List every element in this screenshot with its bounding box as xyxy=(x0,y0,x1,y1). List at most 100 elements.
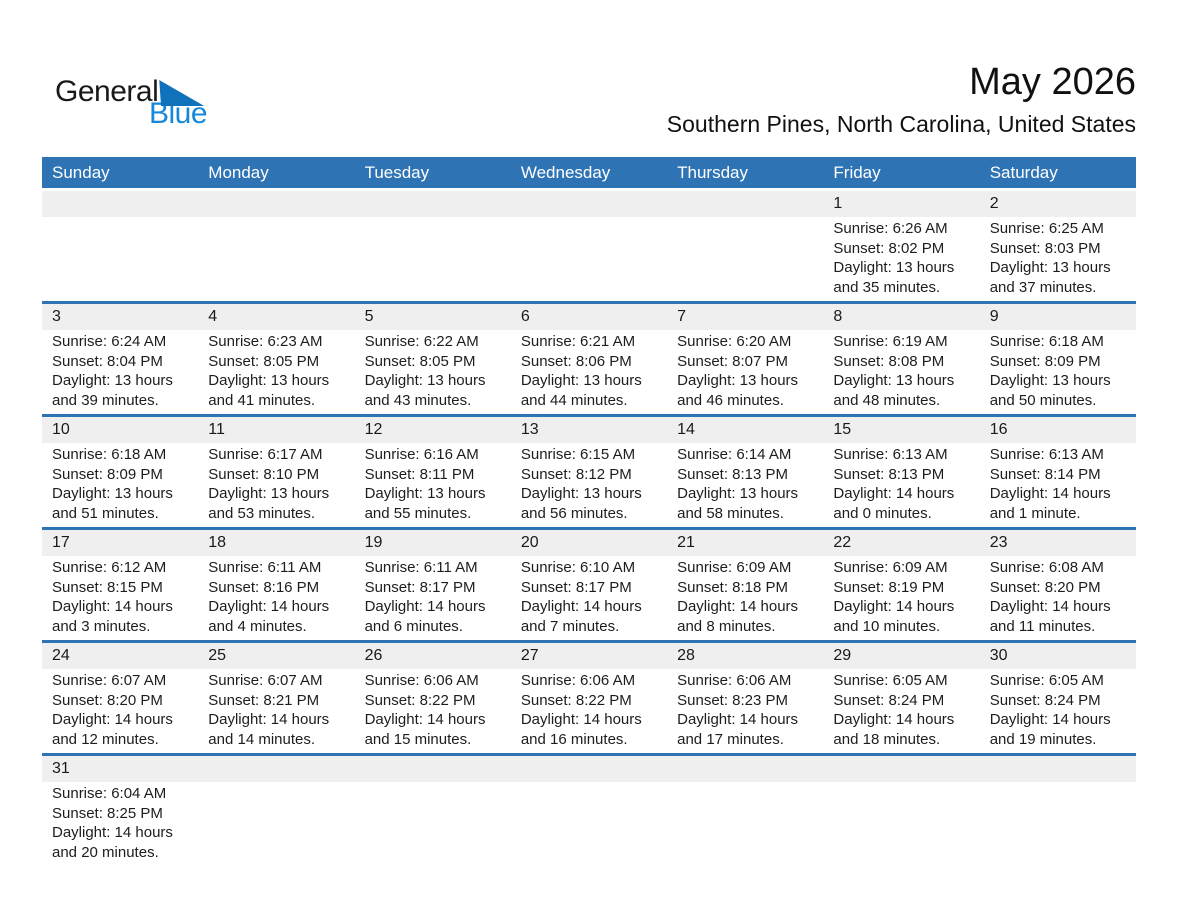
sunset-text: Sunset: 8:20 PM xyxy=(989,578,1101,596)
day-cell: Sunrise: 6:16 AM Sunset: 8:11 PM Daylight:… xyxy=(355,443,511,527)
day-number: 24 xyxy=(52,647,70,664)
daylight-text: Daylight: 14 hours and 4 minutes. xyxy=(208,598,330,635)
weekday-header-monday: Monday xyxy=(208,163,269,182)
day-cell: Sunrise: 6:25 AM Sunset: 8:03 PM Daylight:… xyxy=(980,217,1136,301)
daylight-text: Daylight: 14 hours and 20 minutes. xyxy=(52,824,173,861)
day-number: 9 xyxy=(989,308,999,325)
day-cell: Sunrise: 6:17 AM Sunset: 8:10 PM Daylight:… xyxy=(198,443,354,527)
sunrise-text: Sunrise: 6:16 AM xyxy=(364,446,479,463)
week-content-row: Sunrise: 6:26 AM Sunset: 8:02 PM Daylight:… xyxy=(42,217,1136,301)
daylight-text: Daylight: 13 hours and 46 minutes. xyxy=(677,372,799,409)
sunset-text: Sunset: 8:05 PM xyxy=(208,352,320,370)
sunrise-text: Sunrise: 6:13 AM xyxy=(833,446,948,463)
sunrise-text: Sunrise: 6:14 AM xyxy=(677,446,792,463)
day-cell: Sunrise: 6:08 AM Sunset: 8:20 PM Daylight:… xyxy=(980,556,1136,640)
daylight-text: Daylight: 14 hours and 8 minutes. xyxy=(677,598,799,635)
empty-day-number xyxy=(198,756,354,782)
sunset-text: Sunset: 8:23 PM xyxy=(677,691,789,709)
daylight-text: Daylight: 13 hours and 37 minutes. xyxy=(989,259,1111,296)
sunset-text: Sunset: 8:05 PM xyxy=(364,352,476,370)
week-content-row: Sunrise: 6:18 AM Sunset: 8:09 PM Daylight:… xyxy=(42,443,1136,527)
sunrise-text: Sunrise: 6:07 AM xyxy=(52,672,167,689)
daylight-text: Daylight: 14 hours and 3 minutes. xyxy=(52,598,173,635)
day-number: 31 xyxy=(52,760,70,777)
daylight-text: Daylight: 14 hours and 6 minutes. xyxy=(364,598,486,635)
day-number: 6 xyxy=(520,308,530,325)
sunset-text: Sunset: 8:13 PM xyxy=(833,465,945,483)
day-number-strip: 24 25 26 27 28 29 30 xyxy=(42,643,1136,669)
day-number: 4 xyxy=(208,308,218,325)
day-number-strip: 17 18 19 20 21 22 23 xyxy=(42,530,1136,556)
sunrise-text: Sunrise: 6:04 AM xyxy=(52,785,167,802)
sunset-text: Sunset: 8:13 PM xyxy=(677,465,789,483)
empty-day-number xyxy=(198,191,354,217)
week-row: 3 4 5 6 7 8 9 Sunrise: 6:24 AM Sunset: 8:04 PM Da… xyxy=(42,304,1136,417)
day-cell: Sunrise: 6:13 AM Sunset: 8:14 PM Daylight:… xyxy=(980,443,1136,527)
day-cell: Sunrise: 6:07 AM Sunset: 8:20 PM Daylight:… xyxy=(42,669,198,753)
empty-day-number xyxy=(667,191,823,217)
day-cell: Sunrise: 6:18 AM Sunset: 8:09 PM Daylight:… xyxy=(42,443,198,527)
day-number-strip: 10 11 12 13 14 15 16 xyxy=(42,417,1136,443)
day-cell: Sunrise: 6:20 AM Sunset: 8:07 PM Daylight:… xyxy=(667,330,823,414)
daylight-text: Daylight: 14 hours and 19 minutes. xyxy=(989,711,1111,748)
day-cell: Sunrise: 6:21 AM Sunset: 8:06 PM Daylight:… xyxy=(511,330,667,414)
day-number: 21 xyxy=(677,534,695,551)
day-cell: Sunrise: 6:06 AM Sunset: 8:23 PM Daylight:… xyxy=(667,669,823,753)
sunrise-text: Sunrise: 6:06 AM xyxy=(364,672,479,689)
sunset-text: Sunset: 8:06 PM xyxy=(520,352,632,370)
weekday-header-saturday: Saturday xyxy=(989,163,1058,182)
day-number: 20 xyxy=(520,534,539,551)
weekday-header-tuesday: Tuesday xyxy=(364,163,430,182)
day-number: 1 xyxy=(833,195,843,212)
day-cell: Sunrise: 6:15 AM Sunset: 8:12 PM Daylight:… xyxy=(511,443,667,527)
daylight-text: Daylight: 14 hours and 12 minutes. xyxy=(52,711,173,748)
daylight-text: Daylight: 13 hours and 35 minutes. xyxy=(833,259,955,296)
week-content-row: Sunrise: 6:12 AM Sunset: 8:15 PM Daylight:… xyxy=(42,556,1136,640)
daylight-text: Daylight: 13 hours and 43 minutes. xyxy=(364,372,486,409)
sunrise-text: Sunrise: 6:18 AM xyxy=(989,333,1104,350)
day-number: 18 xyxy=(208,534,227,551)
daylight-text: Daylight: 14 hours and 7 minutes. xyxy=(520,598,642,635)
sunset-text: Sunset: 8:15 PM xyxy=(52,578,163,596)
sunset-text: Sunset: 8:19 PM xyxy=(833,578,945,596)
logo-text-general: General xyxy=(55,75,159,108)
sunset-text: Sunset: 8:22 PM xyxy=(364,691,476,709)
day-cell: Sunrise: 6:12 AM Sunset: 8:15 PM Daylight:… xyxy=(42,556,198,640)
sunrise-text: Sunrise: 6:06 AM xyxy=(677,672,792,689)
sunrise-text: Sunrise: 6:18 AM xyxy=(52,446,167,463)
daylight-text: Daylight: 14 hours and 17 minutes. xyxy=(677,711,799,748)
sunset-text: Sunset: 8:04 PM xyxy=(52,352,163,370)
day-number: 12 xyxy=(364,421,383,438)
day-cell: Sunrise: 6:22 AM Sunset: 8:05 PM Daylight:… xyxy=(355,330,511,414)
day-cell: Sunrise: 6:10 AM Sunset: 8:17 PM Daylight:… xyxy=(511,556,667,640)
sunset-text: Sunset: 8:18 PM xyxy=(677,578,789,596)
week-content-row: Sunrise: 6:24 AM Sunset: 8:04 PM Daylight:… xyxy=(42,330,1136,414)
sunrise-text: Sunrise: 6:17 AM xyxy=(208,446,323,463)
day-number: 27 xyxy=(520,647,539,664)
empty-day-cell xyxy=(511,782,667,866)
daylight-text: Daylight: 13 hours and 44 minutes. xyxy=(520,372,642,409)
sunrise-text: Sunrise: 6:20 AM xyxy=(677,333,792,350)
sunrise-text: Sunrise: 6:26 AM xyxy=(833,220,948,237)
empty-day-cell xyxy=(355,782,511,866)
sunrise-text: Sunrise: 6:09 AM xyxy=(833,559,948,576)
day-cell: Sunrise: 6:13 AM Sunset: 8:13 PM Daylight:… xyxy=(823,443,979,527)
day-cell: Sunrise: 6:06 AM Sunset: 8:22 PM Daylight:… xyxy=(511,669,667,753)
sunset-text: Sunset: 8:09 PM xyxy=(52,465,163,483)
sunrise-text: Sunrise: 6:11 AM xyxy=(364,559,478,576)
page-subtitle: Southern Pines, North Carolina, United S… xyxy=(666,110,1136,137)
sunrise-text: Sunrise: 6:13 AM xyxy=(989,446,1104,463)
day-number: 28 xyxy=(677,647,695,664)
day-cell: Sunrise: 6:18 AM Sunset: 8:09 PM Daylight:… xyxy=(980,330,1136,414)
week-row: 24 25 26 27 28 29 30 Sunrise: 6:07 AM Sunset: 8:… xyxy=(42,643,1136,756)
empty-day-cell xyxy=(667,782,823,866)
day-number: 30 xyxy=(989,647,1008,664)
general-blue-logo: General Blue xyxy=(55,75,208,129)
daylight-text: Daylight: 14 hours and 16 minutes. xyxy=(520,711,642,748)
day-number: 13 xyxy=(520,421,539,438)
day-number: 10 xyxy=(52,421,70,438)
daylight-text: Daylight: 14 hours and 14 minutes. xyxy=(208,711,330,748)
day-number: 14 xyxy=(677,421,695,438)
sunrise-text: Sunrise: 6:21 AM xyxy=(520,333,636,350)
day-number: 3 xyxy=(52,308,61,325)
